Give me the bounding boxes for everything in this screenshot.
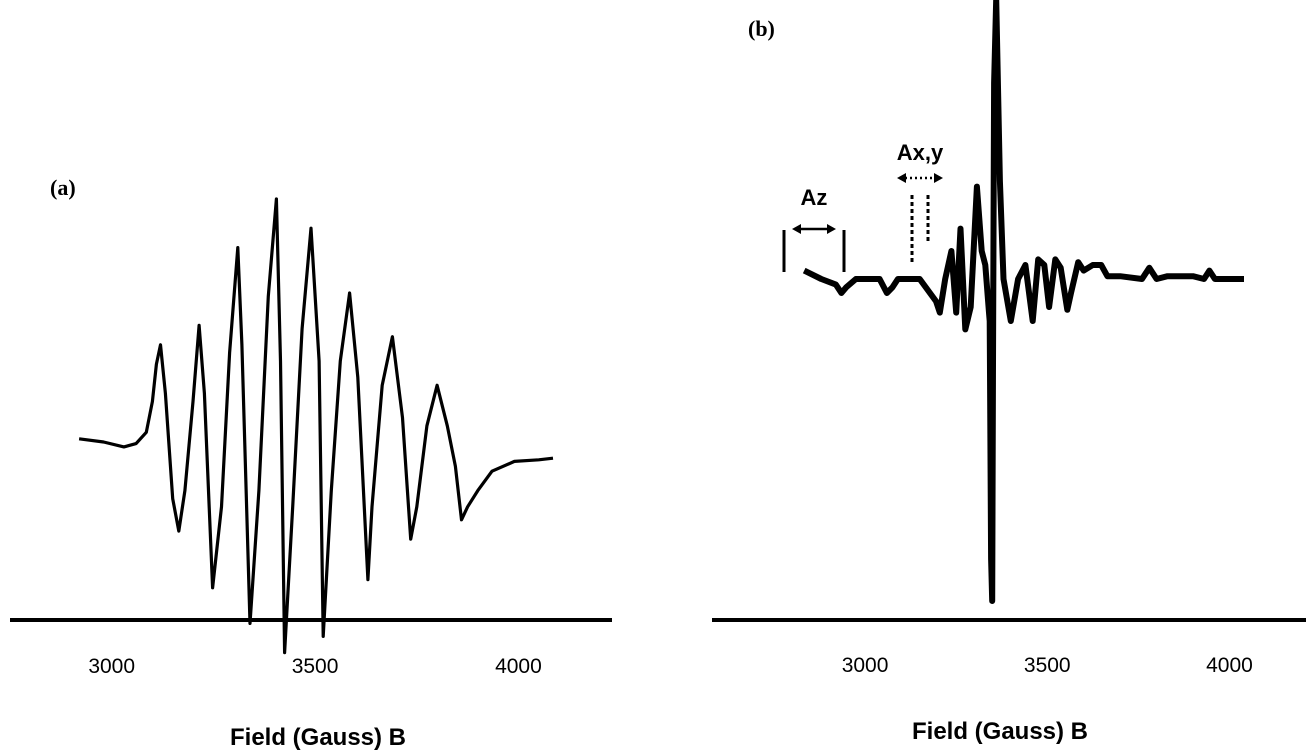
series-line-b [802,0,1244,604]
x-tick-label-a: 3000 [88,655,135,678]
series-line-a [78,197,554,655]
x-tick-label-a: 3500 [292,655,339,678]
x-tick-label-a: 4000 [495,655,542,678]
x-tick-label-b: 4000 [1206,654,1253,677]
panel-label-b: (b) [748,16,775,41]
az-annotation: Az [782,185,846,272]
axy-annotation: Ax,y [897,140,944,262]
chart-a: (a) 3000 3500 4000 Field (Gauss) B [10,175,612,751]
x-axis-label-a: Field (Gauss) B [230,724,406,751]
x-tick-label-b: 3000 [842,654,889,677]
chart-b: (b) 3000 3500 4000 Field (Gauss) B Az Ax,y [712,0,1306,745]
x-tick-label-b: 3500 [1024,654,1071,677]
az-label: Az [801,185,828,210]
panel-label-a: (a) [50,175,76,200]
x-tick-labels-a: 3000 3500 4000 [88,655,541,678]
x-tick-labels-b: 3000 3500 4000 [842,654,1253,677]
x-axis-label-b: Field (Gauss) B [912,718,1088,745]
axy-label: Ax,y [897,140,944,165]
